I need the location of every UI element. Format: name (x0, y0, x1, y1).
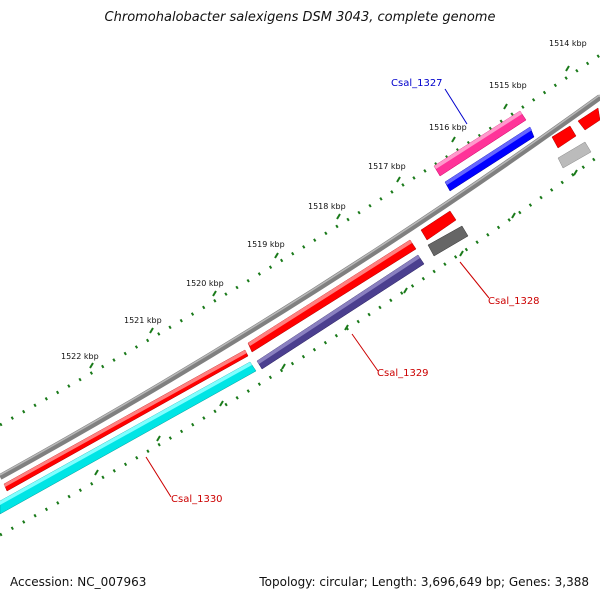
tick-label: 1517 kbp (368, 162, 406, 171)
map-title: Chromohalobacter salexigens DSM 3043, co… (104, 10, 496, 25)
reverse-cds-track (0, 126, 592, 515)
gene-bar[interactable] (557, 141, 592, 169)
gene-bar-top (4, 350, 247, 487)
leader-line (351, 333, 379, 372)
gene-bar-top (0, 362, 252, 505)
tick-label: 1516 kbp (429, 123, 467, 132)
gene-bar-top (434, 111, 522, 169)
gene-label-csal-1330[interactable]: Csal_1330 (171, 494, 223, 505)
gene-bar[interactable] (551, 125, 577, 149)
gene-bar[interactable] (420, 210, 457, 241)
gene-bar-1328[interactable] (427, 225, 469, 257)
gene-label-csal-1328[interactable]: Csal_1328 (488, 296, 540, 307)
tick-label: 1514 kbp (549, 39, 587, 48)
tick-label: 1520 kbp (186, 279, 224, 288)
outer-ruler-ticks (89, 65, 570, 369)
genome-backbone (0, 94, 600, 480)
accession-text: Accession: NC_007963 (10, 575, 147, 589)
tick-label: 1522 kbp (61, 352, 99, 361)
leader-line (444, 88, 468, 125)
tick-label: 1515 kbp (489, 81, 527, 90)
gene-bar-1330[interactable] (0, 361, 257, 515)
genome-backbone-highlight (0, 94, 600, 476)
gene-bar-top (248, 240, 412, 346)
forward-cds-track (3, 107, 600, 492)
leader-line (145, 456, 172, 498)
tick-label: 1518 kbp (308, 202, 346, 211)
gene-bar-top (257, 255, 420, 364)
gene-bar[interactable] (247, 239, 417, 353)
leader-line (459, 261, 490, 299)
gene-label-csal-1329[interactable]: Csal_1329 (377, 368, 429, 379)
tick-label: 1521 kbp (124, 316, 162, 325)
genome-summary-text: Topology: circular; Length: 3,696,649 bp… (259, 575, 589, 589)
inner-ruler-dots (0, 153, 600, 537)
tick-label: 1519 kbp (247, 240, 285, 249)
inner-ruler-ticks (94, 169, 578, 476)
gene-bar-top (445, 127, 532, 185)
gene-bar[interactable] (577, 107, 600, 131)
outer-ruler-dots (0, 53, 600, 427)
gene-label-csal-1327[interactable]: Csal_1327 (391, 78, 443, 89)
